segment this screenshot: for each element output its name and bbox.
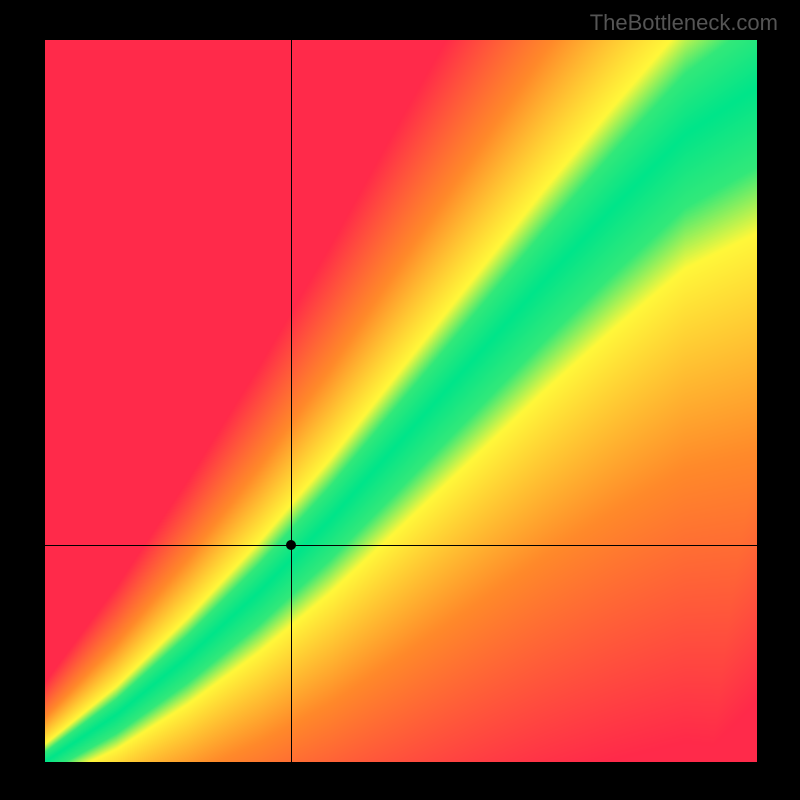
crosshair-marker [286, 540, 296, 550]
crosshair-vertical [291, 40, 292, 762]
watermark-text: TheBottleneck.com [590, 10, 778, 36]
heatmap-canvas-wrap [45, 40, 757, 762]
bottleneck-heatmap [45, 40, 757, 762]
heatmap-canvas [45, 40, 757, 762]
crosshair-horizontal [45, 545, 757, 546]
